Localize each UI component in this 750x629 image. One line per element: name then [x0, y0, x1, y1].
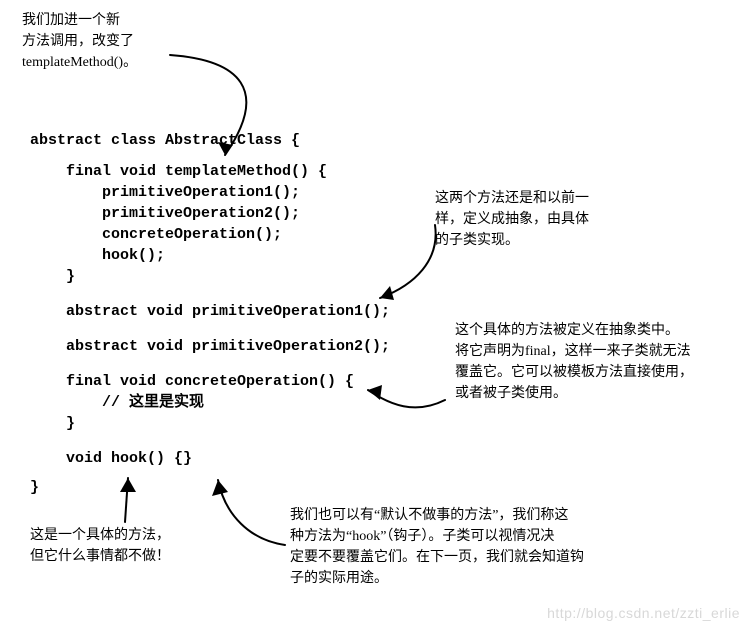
code-line-9: abstract void primitiveOperation2(); — [30, 336, 390, 357]
code-line-11: // 这里是实现 — [30, 392, 390, 413]
code-line-13: void hook() {} — [30, 448, 390, 469]
arrow-bottom-right — [210, 470, 300, 560]
arrow-bottom-left — [100, 470, 160, 530]
code-line-5: concreteOperation(); — [30, 224, 390, 245]
code-line-12: } — [30, 413, 390, 434]
annotation-right-1-text: 这两个方法还是和以前一样，定义成抽象，由具体的子类实现。 — [435, 191, 589, 248]
annotation-bottom-right: 我们也可以有“默认不做事的方法”，我们称这种方法为“hook”（钩子）。子类可以… — [290, 505, 640, 589]
code-line-2: final void templateMethod() { — [30, 161, 390, 182]
code-line-7: } — [30, 266, 390, 287]
code-block: abstract class AbstractClass { final voi… — [30, 130, 390, 498]
annotation-right-1: 这两个方法还是和以前一样，定义成抽象，由具体的子类实现。 — [435, 188, 635, 251]
code-line-4: primitiveOperation2(); — [30, 203, 390, 224]
code-line-1: abstract class AbstractClass { — [30, 130, 390, 151]
annotation-bottom-right-text: 我们也可以有“默认不做事的方法”，我们称这种方法为“hook”（钩子）。子类可以… — [290, 508, 584, 586]
watermark: http://blog.csdn.net/zzti_erlie — [547, 605, 740, 621]
arrow-right1 — [370, 220, 450, 310]
annotation-right-2: 这个具体的方法被定义在抽象类中。将它声明为final，这样一来子类就无法覆盖它。… — [455, 320, 735, 404]
annotation-bottom-left: 这是一个具体的方法，但它什么事情都不做！ — [30, 525, 220, 567]
annotation-right-2-text: 这个具体的方法被定义在抽象类中。将它声明为final，这样一来子类就无法覆盖它。… — [455, 323, 693, 401]
code-line-3: primitiveOperation1(); — [30, 182, 390, 203]
annotation-top-text: 我们加进一个新方法调用，改变了templateMethod()。 — [22, 13, 137, 70]
code-line-10: final void concreteOperation() { — [30, 371, 390, 392]
code-line-6: hook(); — [30, 245, 390, 266]
code-line-8: abstract void primitiveOperation1(); — [30, 301, 390, 322]
watermark-text: http://blog.csdn.net/zzti_erlie — [547, 605, 740, 621]
arrow-right2 — [360, 370, 460, 430]
annotation-bottom-left-text: 这是一个具体的方法，但它什么事情都不做！ — [30, 528, 170, 564]
